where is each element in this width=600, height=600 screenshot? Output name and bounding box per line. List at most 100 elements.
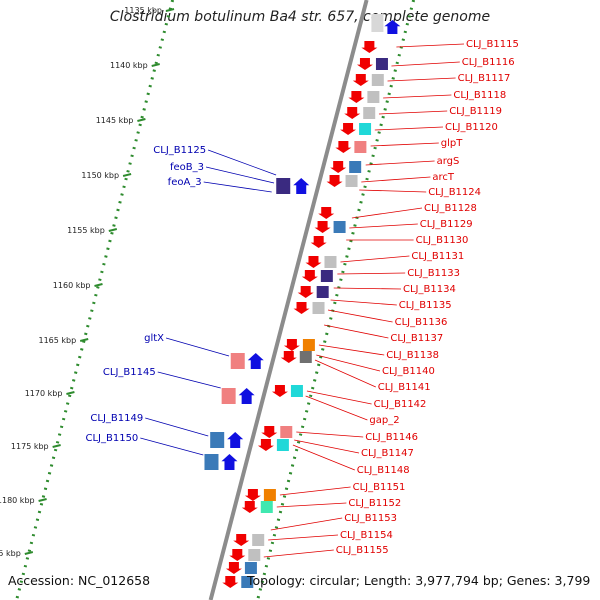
leader-line xyxy=(391,61,460,67)
gene-label-CLJ_B1155: CLJ_B1155 xyxy=(336,545,389,556)
gene-label-CLJ_B1118: CLJ_B1118 xyxy=(453,90,506,101)
leader-line xyxy=(337,272,406,275)
leader-line xyxy=(333,287,402,290)
gene-label-CLJ_B1115: CLJ_B1115 xyxy=(466,39,519,50)
gene-block xyxy=(276,439,289,451)
gene-label-CLJ_B1151: CLJ_B1151 xyxy=(353,482,406,493)
gene-block xyxy=(263,489,276,501)
leader-line xyxy=(370,142,439,147)
gene-arrow-reverse xyxy=(293,302,310,314)
outer-dotted-track-left xyxy=(15,0,175,600)
gene-block xyxy=(371,14,384,32)
gene-block xyxy=(320,270,333,282)
gene-arrow-reverse xyxy=(257,439,274,451)
tick-mark xyxy=(137,118,146,122)
tick-label: 1140 kbp xyxy=(110,61,148,70)
gene-block xyxy=(244,562,257,574)
tick-mark xyxy=(151,63,160,67)
gene-arrow-reverse xyxy=(261,426,278,438)
leader-line xyxy=(383,94,452,99)
leader-line xyxy=(203,181,272,193)
gene-label-CLJ_B1148: CLJ_B1148 xyxy=(357,465,410,476)
leader-line xyxy=(296,431,364,438)
gene-label-CLJ_B1149: CLJ_B1149 xyxy=(90,413,143,424)
gene-label-arcT: arcT xyxy=(432,172,455,183)
tick-mark xyxy=(24,551,34,555)
gene-label-CLJ_B1138: CLJ_B1138 xyxy=(386,350,439,361)
gene-arrow-forward xyxy=(247,353,264,369)
accession-text: Accession: NC_012658 xyxy=(8,573,151,588)
gene-arrow-forward xyxy=(221,454,238,470)
leader-line xyxy=(359,189,427,193)
gene-label-CLJ_B1140: CLJ_B1140 xyxy=(382,366,435,377)
gene-block xyxy=(204,454,219,470)
gene-arrow-reverse xyxy=(229,549,246,561)
gene-arrow-reverse xyxy=(225,562,242,574)
tick-label: 1145 kbp xyxy=(96,116,134,125)
leader-line xyxy=(207,149,277,176)
tick-mark xyxy=(108,228,118,232)
gene-label-CLJ_B1142: CLJ_B1142 xyxy=(374,399,427,410)
tick-mark xyxy=(94,283,103,287)
gene-label-CLJ_B1128: CLJ_B1128 xyxy=(424,203,477,214)
tick-label: 1150 kbp xyxy=(81,171,119,180)
gene-label-CLJ_B1153: CLJ_B1153 xyxy=(344,513,397,524)
gene-label-CLJ_B1119: CLJ_B1119 xyxy=(449,106,502,117)
gene-label-CLJ_B1137: CLJ_B1137 xyxy=(390,333,443,344)
gene-arrow-reverse xyxy=(283,339,300,351)
leader-line xyxy=(292,444,355,471)
leader-line xyxy=(165,337,230,357)
tick-mark xyxy=(122,173,132,177)
gene-label-CLJ_B1147: CLJ_B1147 xyxy=(361,448,414,459)
gene-label-CLJ_B1130: CLJ_B1130 xyxy=(416,235,469,246)
gene-arrow-forward xyxy=(293,178,310,194)
leader-line xyxy=(396,43,465,48)
tick-label: 1160 kbp xyxy=(53,281,91,290)
gene-block xyxy=(354,141,367,153)
gene-label-argS: argS xyxy=(437,156,460,167)
gene-arrow-reverse xyxy=(356,58,373,70)
gene-block xyxy=(280,426,293,438)
gene-block xyxy=(276,178,291,194)
tick-mark xyxy=(79,338,89,342)
gene-arrow-reverse xyxy=(330,161,347,173)
leader-line xyxy=(294,439,360,454)
gene-arrow-reverse xyxy=(348,91,365,103)
gene-block xyxy=(324,256,337,268)
map-title: Clostridium botulinum Ba4 str. 657, comp… xyxy=(109,9,491,25)
gene-label-CLJ_B1135: CLJ_B1135 xyxy=(399,300,452,311)
gene-arrow-reverse xyxy=(318,207,335,219)
leader-line xyxy=(330,299,397,306)
gene-arrow-reverse xyxy=(314,221,331,233)
gene-arrow-reverse xyxy=(335,141,352,153)
gene-block xyxy=(367,91,380,103)
gene-arrow-reverse xyxy=(344,107,361,119)
gene-arrow-reverse xyxy=(326,175,343,187)
gene-label-CLJ_B1120: CLJ_B1120 xyxy=(445,122,498,133)
gene-label-CLJ_B1145: CLJ_B1145 xyxy=(103,367,156,378)
tick-label: 1135 kbp xyxy=(124,6,162,15)
gene-label-CLJ_B1125: CLJ_B1125 xyxy=(153,145,206,156)
gene-label-CLJ_B1152: CLJ_B1152 xyxy=(348,498,401,509)
gene-block xyxy=(333,221,346,233)
tick-mark xyxy=(66,391,75,395)
leader-line xyxy=(270,517,343,531)
gene-block xyxy=(371,74,384,86)
gene-label-CLJ_B1116: CLJ_B1116 xyxy=(462,57,515,68)
leader-line xyxy=(327,309,393,323)
gene-label-CLJ_B1141: CLJ_B1141 xyxy=(378,382,431,393)
topology-text: Topology: circular; Length: 3,977,794 bp… xyxy=(247,573,591,588)
gene-arrow-reverse xyxy=(280,351,297,363)
tick-label: 1180 kbp xyxy=(0,496,35,505)
gene-arrow-reverse xyxy=(340,123,357,135)
gene-block xyxy=(241,576,254,588)
gene-block xyxy=(349,161,362,173)
leader-line xyxy=(314,359,376,388)
leader-line xyxy=(157,371,221,389)
gene-label-gap_2: gap_2 xyxy=(369,415,399,426)
gene-label-CLJ_B1146: CLJ_B1146 xyxy=(365,432,418,443)
gene-block xyxy=(252,534,265,546)
gene-label-glpT: glpT xyxy=(441,138,463,149)
gene-block xyxy=(290,385,303,397)
